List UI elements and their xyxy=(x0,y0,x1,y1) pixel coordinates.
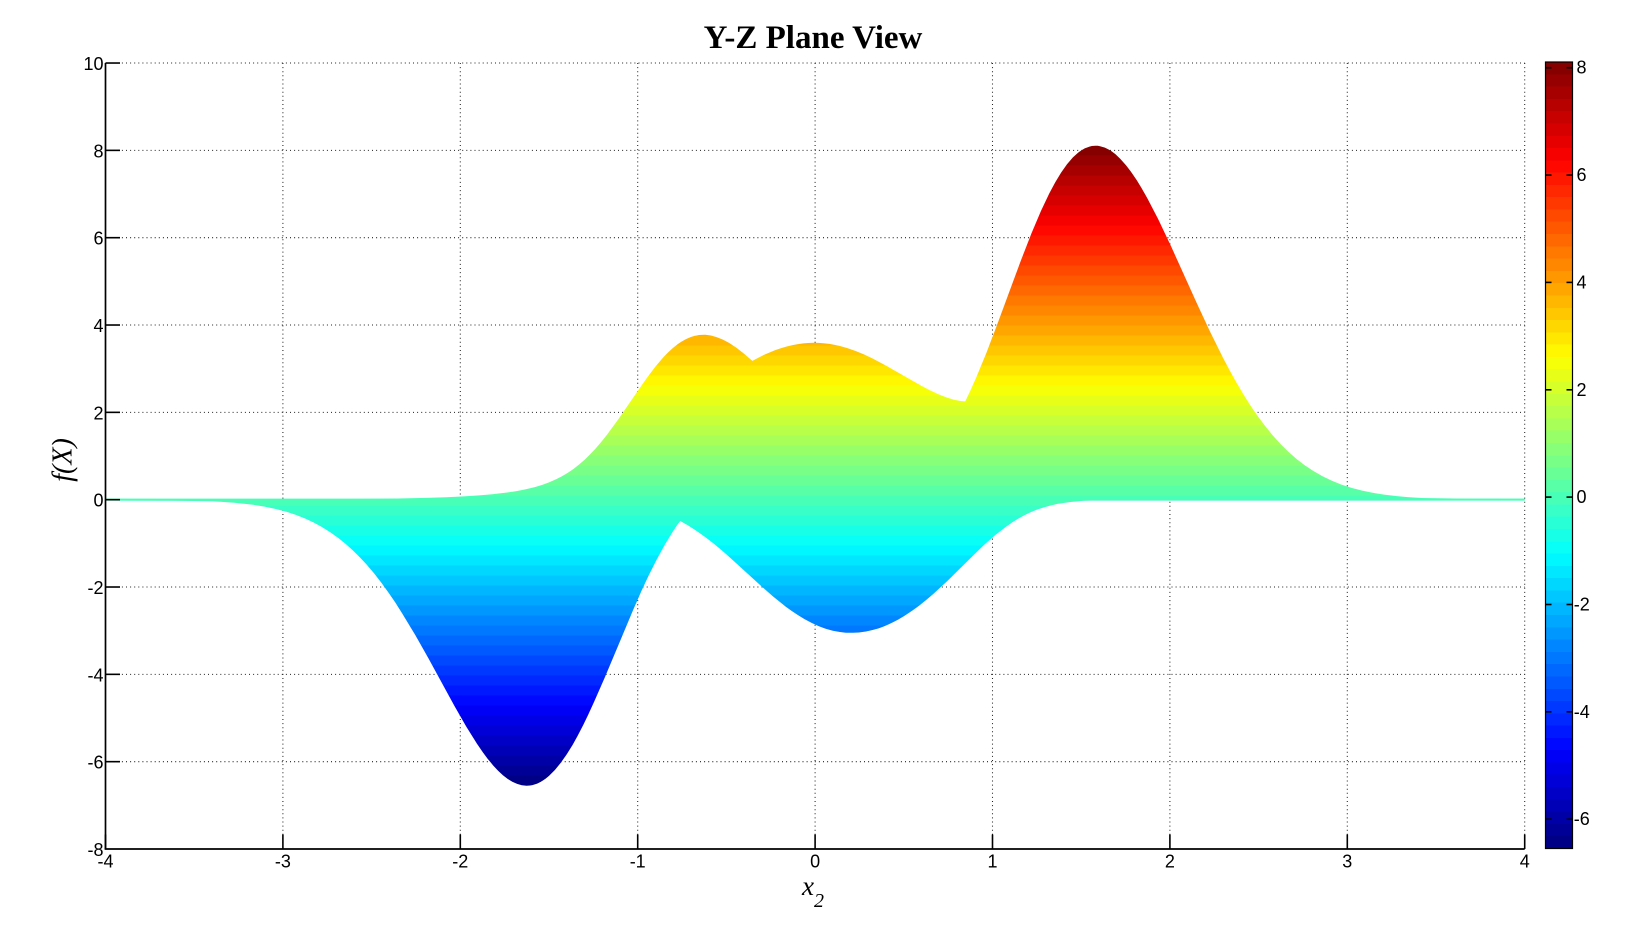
svg-text:-4: -4 xyxy=(97,852,113,872)
svg-text:-2: -2 xyxy=(1574,595,1590,615)
svg-text:8: 8 xyxy=(93,141,103,161)
svg-text:-6: -6 xyxy=(1574,809,1590,829)
svg-text:x2: x2 xyxy=(801,871,824,912)
svg-text:0: 0 xyxy=(810,852,820,872)
svg-text:-8: -8 xyxy=(87,840,103,860)
svg-text:4: 4 xyxy=(93,316,103,336)
svg-text:-2: -2 xyxy=(452,852,468,872)
svg-text:-1: -1 xyxy=(630,852,646,872)
svg-text:3: 3 xyxy=(1342,852,1352,872)
svg-text:2: 2 xyxy=(1577,380,1587,400)
svg-text:6: 6 xyxy=(93,229,103,249)
svg-text:4: 4 xyxy=(1520,852,1530,872)
svg-text:10: 10 xyxy=(83,54,103,74)
svg-text:Y-Z Plane View: Y-Z Plane View xyxy=(704,20,923,56)
svg-text:0: 0 xyxy=(93,491,103,511)
svg-text:4: 4 xyxy=(1577,272,1587,292)
svg-text:0: 0 xyxy=(1577,487,1587,507)
svg-text:-3: -3 xyxy=(275,852,291,872)
svg-text:8: 8 xyxy=(1577,58,1587,78)
svg-text:1: 1 xyxy=(987,852,997,872)
svg-text:f(X): f(X) xyxy=(48,438,79,482)
svg-text:2: 2 xyxy=(1165,852,1175,872)
svg-text:-4: -4 xyxy=(1574,702,1590,722)
svg-text:-6: -6 xyxy=(87,753,103,773)
svg-text:6: 6 xyxy=(1577,165,1587,185)
svg-text:-4: -4 xyxy=(87,665,103,685)
svg-text:2: 2 xyxy=(93,403,103,423)
svg-text:-2: -2 xyxy=(87,578,103,598)
